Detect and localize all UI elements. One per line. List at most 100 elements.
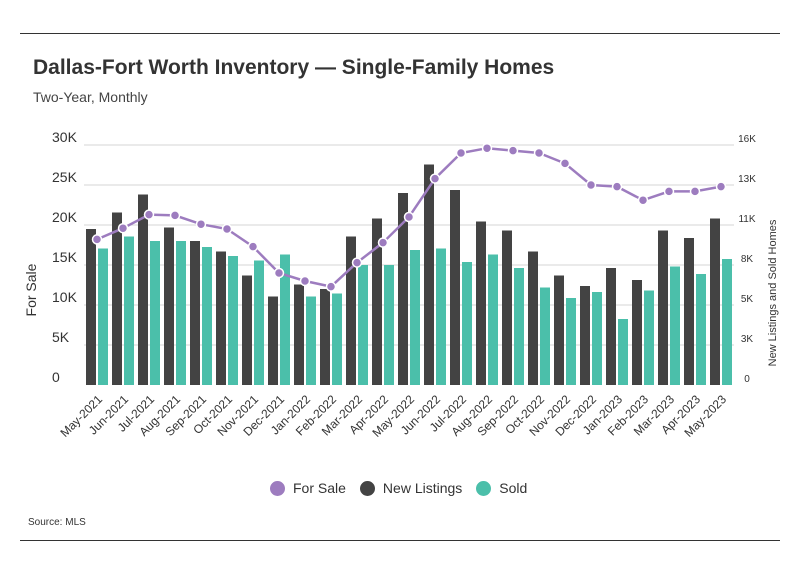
bar-new-listings bbox=[684, 238, 694, 385]
bar-sold bbox=[410, 250, 420, 385]
for-sale-point bbox=[689, 186, 701, 197]
chart-title: Dallas-Fort Worth Inventory — Single-Fam… bbox=[33, 56, 555, 79]
right-tick-label: 5K bbox=[741, 294, 754, 305]
right-tick-label: 3K bbox=[741, 334, 754, 345]
left-tick-label: 0 bbox=[52, 369, 60, 385]
top-rule bbox=[20, 33, 780, 34]
bar-new-listings bbox=[632, 280, 642, 385]
for-sale-point bbox=[273, 267, 285, 279]
bar-new-listings bbox=[372, 218, 382, 385]
bar-sold bbox=[540, 287, 550, 385]
legend-item-new-listings: New Listings bbox=[359, 480, 463, 496]
bar-new-listings bbox=[450, 190, 460, 385]
bar-sold bbox=[488, 254, 498, 385]
bottom-rule bbox=[20, 540, 780, 541]
for-sale-point bbox=[403, 211, 415, 223]
for-sale-swatch bbox=[270, 480, 285, 496]
bar-sold bbox=[228, 256, 238, 385]
right-tick-label: 0 bbox=[744, 374, 750, 385]
left-tick-label: 25K bbox=[52, 169, 78, 185]
for-sale-point bbox=[663, 186, 675, 197]
bar-sold bbox=[332, 293, 342, 385]
for-sale-point bbox=[715, 181, 727, 192]
for-sale-point bbox=[507, 145, 519, 156]
for-sale-point bbox=[195, 218, 207, 230]
left-tick-label: 10K bbox=[52, 289, 78, 305]
for-sale-point bbox=[429, 173, 441, 184]
bar-new-listings bbox=[190, 241, 200, 385]
right-tick-label: 13K bbox=[738, 174, 756, 185]
for-sale-point bbox=[299, 275, 311, 287]
bar-sold bbox=[462, 262, 472, 385]
for-sale-point bbox=[481, 142, 493, 154]
legend-label-sold: Sold bbox=[499, 480, 528, 496]
sold-swatch bbox=[476, 480, 492, 496]
bar-new-listings bbox=[112, 212, 122, 385]
for-sale-point bbox=[611, 181, 623, 192]
for-sale-line bbox=[91, 142, 727, 292]
right-axis-title: New Listings and Sold Homes bbox=[767, 219, 779, 366]
bar-sold bbox=[644, 290, 654, 385]
right-tick-label: 16K bbox=[738, 134, 756, 145]
bar-new-listings bbox=[398, 193, 408, 385]
chart-subtitle: Two-Year, Monthly bbox=[33, 89, 148, 105]
bar-sold bbox=[280, 254, 290, 385]
bar-new-listings bbox=[710, 218, 720, 385]
bar-sold bbox=[254, 260, 264, 385]
for-sale-point bbox=[637, 194, 649, 206]
bar-sold bbox=[150, 241, 160, 385]
bar-sold bbox=[306, 296, 316, 385]
bar-sold bbox=[592, 292, 602, 385]
for-sale-point bbox=[377, 237, 389, 248]
for-sale-point bbox=[325, 281, 337, 292]
left-axis-title: For Sale bbox=[23, 263, 39, 316]
bar-new-listings bbox=[268, 296, 278, 385]
for-sale-point bbox=[169, 210, 181, 221]
bar-sold bbox=[618, 319, 628, 385]
source-note: Source: MLS bbox=[28, 517, 86, 528]
bar-new-listings bbox=[164, 227, 174, 385]
bar-new-listings bbox=[554, 275, 564, 385]
right-tick-label: 11K bbox=[738, 214, 755, 225]
bar-sold bbox=[514, 268, 524, 385]
bar-new-listings bbox=[528, 251, 538, 385]
bar-new-listings bbox=[658, 230, 668, 385]
bar-sold bbox=[384, 265, 394, 385]
bar-sold bbox=[176, 241, 186, 385]
for-sale-point bbox=[247, 241, 259, 252]
for-sale-point bbox=[559, 158, 571, 169]
legend-label-new-listings: New Listings bbox=[382, 480, 463, 496]
for-sale-point bbox=[351, 257, 363, 268]
bars bbox=[86, 164, 732, 385]
legend-item-sold: Sold bbox=[476, 480, 527, 496]
bar-new-listings bbox=[346, 236, 356, 385]
bar-new-listings bbox=[502, 230, 512, 385]
for-sale-point bbox=[221, 223, 233, 235]
bar-sold bbox=[98, 248, 108, 385]
for-sale-point bbox=[117, 222, 129, 234]
bar-sold bbox=[566, 298, 576, 385]
bar-new-listings bbox=[580, 286, 590, 385]
bar-new-listings bbox=[216, 251, 226, 385]
new-listings-swatch bbox=[359, 480, 375, 496]
left-tick-label: 15K bbox=[52, 249, 78, 265]
bar-sold bbox=[124, 236, 134, 385]
for-sale-point bbox=[455, 147, 467, 159]
for-sale-point bbox=[585, 179, 597, 191]
legend-item-for-sale: For Sale bbox=[270, 480, 346, 496]
bar-new-listings bbox=[606, 268, 616, 385]
legend: For Sale New Listings Sold bbox=[270, 480, 541, 496]
bar-new-listings bbox=[138, 194, 148, 385]
for-sale-point bbox=[91, 234, 103, 245]
bar-new-listings bbox=[424, 164, 434, 385]
bar-sold bbox=[436, 248, 446, 385]
bar-sold bbox=[358, 265, 368, 385]
left-tick-label: 30K bbox=[52, 129, 78, 145]
right-tick-label: 8K bbox=[741, 254, 754, 265]
bar-sold bbox=[696, 274, 706, 385]
bar-new-listings bbox=[320, 289, 330, 385]
bar-sold bbox=[670, 266, 680, 385]
left-tick-label: 20K bbox=[52, 209, 78, 225]
bar-sold bbox=[722, 259, 732, 385]
for-sale-point bbox=[533, 147, 545, 159]
